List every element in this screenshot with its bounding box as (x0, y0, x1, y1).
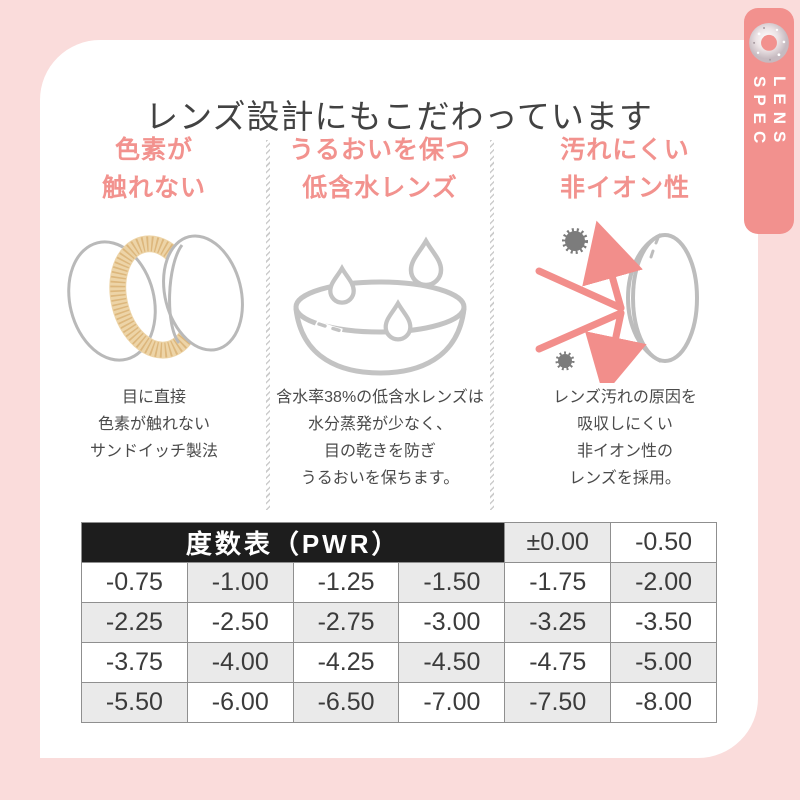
power-cell: -5.50 (81, 682, 188, 723)
feature-non-ionic: 汚れにくい 非イオン性 (492, 132, 758, 509)
table-row: -3.75 -4.00 -4.25 -4.50 -4.75 -5.00 (81, 642, 717, 683)
table-row: 度数表（PWR） ±0.00 -0.50 (80, 522, 717, 563)
power-cell: -2.25 (81, 602, 188, 643)
power-cell: -1.00 (186, 562, 294, 603)
power-cell: -4.50 (398, 642, 506, 683)
lens-spec-side-tab: LENS SPEC (744, 8, 794, 234)
power-cell: -2.75 (292, 602, 400, 643)
power-cell: -3.25 (504, 602, 612, 643)
table-row: -2.25 -2.50 -2.75 -3.00 -3.25 -3.50 (81, 602, 717, 643)
feature-heading: 汚れにくい 非イオン性 (559, 136, 690, 202)
sparkle-lens-icon (749, 22, 789, 63)
feature-pigment-free: 色素が 触れない 目に直接 色素が触れない サンドイッチ製法 (40, 132, 268, 509)
power-table-title: 度数表（PWR） (80, 522, 506, 563)
power-cell: -4.75 (504, 642, 612, 683)
power-cell: -7.50 (504, 682, 612, 723)
feature-description: レンズ汚れの原因を 吸収しにくい 非イオン性の レンズを採用。 (553, 389, 697, 487)
power-cell: -0.75 (81, 562, 188, 603)
power-cell: -4.00 (186, 642, 294, 683)
power-cell: -3.00 (398, 602, 506, 643)
power-cell: -3.75 (81, 642, 188, 683)
content-card: レンズ設計にもこだわっています 色素が 触れない 目に直接 色素が触れない サン… (40, 40, 758, 758)
power-cell: -6.00 (186, 682, 294, 723)
power-cell: -7.00 (398, 682, 506, 723)
feature-columns: 色素が 触れない 目に直接 色素が触れない サンドイッチ製法 うるおいを保つ 低… (40, 132, 758, 509)
power-cell: -1.75 (504, 562, 612, 603)
power-cell: -2.00 (610, 562, 717, 603)
power-cell: -8.00 (610, 682, 717, 723)
feature-heading: うるおいを保つ 低含水レンズ (288, 136, 471, 202)
power-cell: -1.25 (292, 562, 400, 603)
power-cell: -5.00 (610, 642, 717, 683)
power-cell: -0.50 (610, 522, 717, 563)
lens-spec-label: LENS SPEC (750, 75, 789, 150)
feature-description: 目に直接 色素が触れない サンドイッチ製法 (89, 389, 218, 460)
power-cell: -4.25 (292, 642, 400, 683)
power-cell: ±0.00 (504, 522, 612, 563)
table-row: -5.50 -6.00 -6.50 -7.00 -7.50 -8.00 (81, 682, 717, 723)
column-divider (266, 140, 270, 510)
column-divider (490, 140, 494, 510)
power-cell: -3.50 (610, 602, 717, 643)
feature-low-water-content: うるおいを保つ 低含水レンズ 含水率38%の低含水レンズは 水分蒸発が少なく、 … (268, 132, 492, 509)
lens-water-drops-illustration (278, 213, 482, 383)
power-cell: -6.50 (292, 682, 400, 723)
power-cell: -1.50 (398, 562, 506, 603)
page-title: レンズ設計にもこだわっています (145, 98, 653, 136)
power-table: 度数表（PWR） ±0.00 -0.50 -0.75 -1.00 -1.25 -… (80, 522, 717, 723)
feature-heading: 色素が 触れない (101, 136, 206, 202)
sandwich-lens-illustration (52, 213, 256, 383)
feature-description: 含水率38%の低含水レンズは 水分蒸発が少なく、 目の乾きを防ぎ うるおいを保ち… (276, 389, 484, 487)
table-row: -0.75 -1.00 -1.25 -1.50 -1.75 -2.00 (81, 562, 717, 603)
power-cell: -2.50 (186, 602, 294, 643)
lens-repels-dirt-illustration (523, 213, 727, 383)
